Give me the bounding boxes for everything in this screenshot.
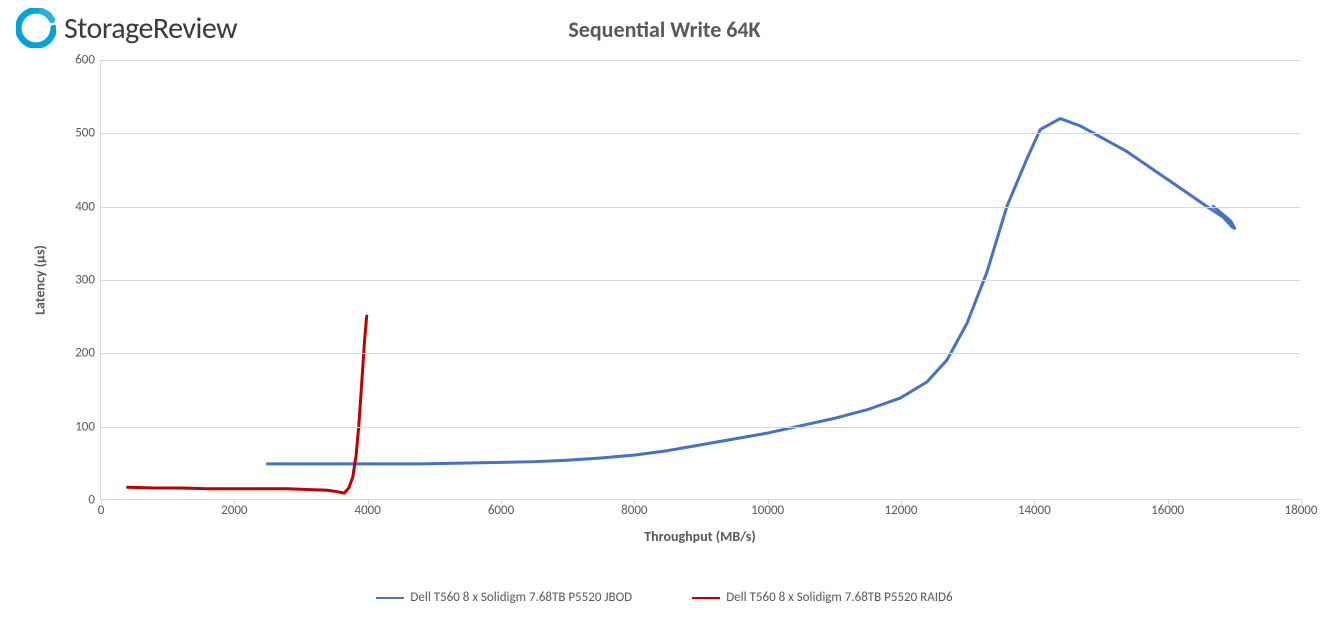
x-tick-label: 12000 [885, 503, 918, 518]
x-tick-label: 14000 [1018, 503, 1051, 518]
legend-label: Dell T560 8 x Solidigm 7.68TB P5520 RAID… [726, 590, 952, 605]
series-line [268, 119, 1235, 464]
legend-label: Dell T560 8 x Solidigm 7.68TB P5520 JBOD [410, 590, 632, 605]
legend-swatch [692, 597, 720, 599]
x-tick-label: 4000 [354, 503, 380, 518]
y-tick-label: 600 [75, 53, 95, 68]
y-axis-label: Latency (µs) [32, 245, 49, 315]
legend: Dell T560 8 x Solidigm 7.68TB P5520 JBOD… [0, 590, 1329, 605]
x-tick-label: 6000 [488, 503, 514, 518]
gridline-h [101, 133, 1300, 134]
y-tick-label: 200 [75, 346, 95, 361]
y-tick-label: 0 [88, 493, 95, 508]
x-tick-label: 0 [98, 503, 105, 518]
x-tick-label: 2000 [221, 503, 247, 518]
chart-title: Sequential Write 64K [0, 16, 1329, 43]
legend-item: Dell T560 8 x Solidigm 7.68TB P5520 JBOD [376, 590, 632, 605]
plot-area: 0100200300400500600020004000600080001000… [100, 60, 1300, 500]
gridline-h [101, 280, 1300, 281]
y-tick-label: 300 [75, 273, 95, 288]
gridline-h [101, 207, 1300, 208]
y-tick-label: 100 [75, 419, 95, 434]
chart-frame: StorageReview Sequential Write 64K 01002… [0, 0, 1329, 627]
gridline-h [101, 353, 1300, 354]
x-tick-label: 10000 [751, 503, 784, 518]
x-tick-label: 8000 [621, 503, 647, 518]
x-tick-label: 18000 [1285, 503, 1318, 518]
gridline-h [101, 427, 1300, 428]
x-tick-label: 16000 [1151, 503, 1184, 518]
legend-item: Dell T560 8 x Solidigm 7.68TB P5520 RAID… [692, 590, 952, 605]
series-line [128, 316, 367, 493]
x-axis-label: Throughput (MB/s) [644, 528, 756, 545]
legend-swatch [376, 597, 404, 599]
gridline-h [101, 60, 1300, 61]
y-tick-label: 400 [75, 199, 95, 214]
y-tick-label: 500 [75, 126, 95, 141]
